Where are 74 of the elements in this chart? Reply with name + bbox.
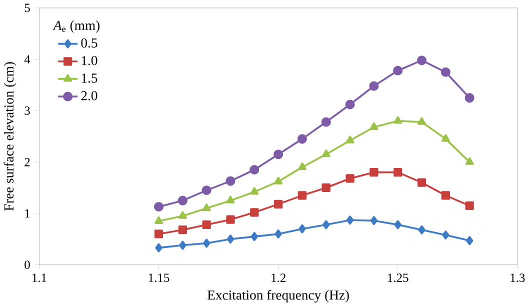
legend-title: A$_{e}$ (mm) (52, 20, 100, 33)
legend-label: 1.5 (82, 73, 98, 83)
point (298, 162, 306, 170)
point (442, 230, 450, 240)
point (202, 203, 211, 211)
y-tick-label: 3 (24, 106, 30, 115)
x-axis-title: Excitation frequency (Hz) (208, 290, 349, 302)
point (202, 238, 210, 248)
point (274, 149, 284, 159)
point (417, 178, 426, 187)
y-tick-label: 4 (24, 55, 30, 64)
point (370, 122, 378, 130)
legend-label: 2.0 (81, 90, 98, 100)
point (394, 116, 402, 124)
point (226, 176, 236, 186)
point (418, 117, 426, 125)
point (226, 196, 235, 204)
legend-label: 0.5 (81, 38, 98, 48)
point (226, 234, 234, 244)
point (466, 236, 474, 246)
point (155, 243, 162, 252)
point (178, 225, 187, 234)
point (322, 149, 330, 158)
y-tick-label: 1 (25, 209, 30, 218)
point (322, 220, 330, 230)
point (202, 185, 212, 195)
point (297, 134, 307, 144)
point (464, 92, 474, 102)
point (369, 81, 379, 91)
x-tick-label: 1.1 (32, 274, 46, 282)
point (370, 168, 378, 177)
point (178, 211, 187, 219)
y-tick-label: 5 (24, 4, 30, 12)
x-tick-label: 1.25 (388, 274, 408, 282)
point (321, 117, 331, 127)
point (370, 216, 378, 226)
point (465, 157, 474, 165)
point (250, 208, 259, 217)
point (250, 232, 258, 241)
point (179, 240, 186, 250)
point (298, 224, 306, 234)
point (154, 216, 164, 224)
y-tick-label: 2 (24, 158, 30, 166)
point (274, 176, 283, 184)
point (154, 230, 164, 238)
point (346, 174, 354, 183)
point (154, 202, 164, 212)
point (418, 225, 426, 234)
point (346, 215, 354, 225)
point (250, 186, 259, 195)
point (393, 66, 403, 76)
y-axis-title: Free surface elevation (cm) (4, 62, 16, 211)
point (441, 134, 450, 142)
point (274, 200, 283, 208)
x-tick-label: 1.2 (272, 274, 286, 282)
point (298, 190, 307, 200)
point (226, 215, 235, 224)
point (346, 136, 354, 144)
point (440, 67, 450, 77)
point (178, 196, 188, 206)
x-tick-label: 1.3 (510, 274, 525, 282)
point (416, 55, 427, 65)
y-tick-label: 0 (24, 260, 30, 269)
point (394, 168, 402, 177)
point (441, 190, 450, 200)
x-tick-label: 1.15 (148, 274, 170, 282)
point (465, 201, 474, 210)
legend-label: 1.0 (82, 56, 98, 66)
point (274, 229, 282, 238)
point (250, 164, 260, 174)
point (202, 220, 211, 229)
point (394, 220, 402, 230)
point (345, 100, 355, 110)
point (322, 183, 330, 192)
